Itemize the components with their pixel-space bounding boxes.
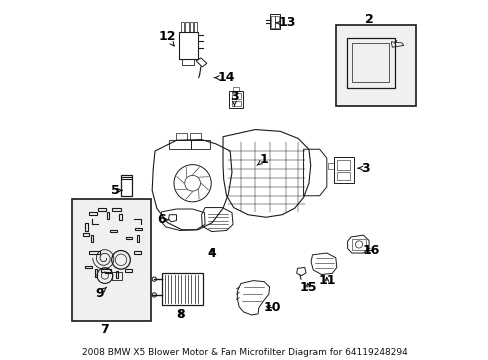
Bar xyxy=(336,172,350,180)
Bar xyxy=(346,38,394,89)
Bar xyxy=(72,199,150,321)
Bar xyxy=(179,32,198,59)
Text: 7: 7 xyxy=(100,324,108,337)
Text: 12: 12 xyxy=(158,30,175,46)
Bar xyxy=(351,239,366,250)
Bar xyxy=(185,22,188,32)
Bar xyxy=(119,214,122,220)
Text: 15: 15 xyxy=(299,280,316,293)
Text: 4: 4 xyxy=(207,247,216,260)
Bar xyxy=(336,160,350,170)
Bar xyxy=(269,14,280,29)
Text: 3: 3 xyxy=(358,162,369,175)
Text: 10: 10 xyxy=(263,301,281,314)
Bar xyxy=(91,235,93,242)
Bar xyxy=(231,101,241,106)
Bar xyxy=(126,237,132,239)
Text: 2008 BMW X5 Blower Motor & Fan Microfilter Diagram for 64119248294: 2008 BMW X5 Blower Motor & Fan Microfilt… xyxy=(81,348,407,357)
Bar xyxy=(110,230,117,232)
Bar xyxy=(176,133,187,140)
Text: 13: 13 xyxy=(275,17,296,30)
Text: 8: 8 xyxy=(176,309,185,321)
Bar xyxy=(106,212,109,219)
Bar xyxy=(101,269,110,272)
Bar xyxy=(233,87,239,91)
Bar xyxy=(335,25,415,106)
Text: 3: 3 xyxy=(230,90,238,106)
Bar xyxy=(85,266,91,268)
Bar xyxy=(333,157,353,183)
Text: 2: 2 xyxy=(365,13,373,26)
Text: 5: 5 xyxy=(110,184,122,197)
Bar xyxy=(137,235,139,242)
Bar xyxy=(181,22,184,32)
Bar xyxy=(231,93,241,99)
Text: 11: 11 xyxy=(317,274,335,287)
Bar xyxy=(194,22,197,32)
Bar xyxy=(124,269,132,272)
Bar xyxy=(351,43,388,82)
Bar xyxy=(95,269,97,277)
Bar xyxy=(189,22,193,32)
Bar xyxy=(89,251,100,254)
Bar xyxy=(229,91,243,108)
Bar xyxy=(327,163,333,169)
Bar xyxy=(98,208,106,211)
Bar xyxy=(135,228,142,230)
Bar xyxy=(85,222,88,231)
Text: 16: 16 xyxy=(362,244,380,257)
Bar xyxy=(190,133,201,140)
Bar xyxy=(169,140,190,149)
Bar xyxy=(121,175,131,196)
Bar xyxy=(82,233,89,236)
Bar xyxy=(89,212,97,215)
Text: 6: 6 xyxy=(157,213,168,226)
Bar xyxy=(133,251,141,254)
Bar xyxy=(162,273,203,305)
Bar xyxy=(112,208,121,211)
Text: 9: 9 xyxy=(95,287,106,300)
Bar xyxy=(275,16,278,28)
Bar xyxy=(190,140,210,149)
Bar xyxy=(182,59,194,66)
Bar xyxy=(270,16,274,28)
Bar xyxy=(115,271,118,278)
Bar xyxy=(112,272,122,280)
Text: 1: 1 xyxy=(257,153,268,166)
Text: 14: 14 xyxy=(214,71,234,84)
